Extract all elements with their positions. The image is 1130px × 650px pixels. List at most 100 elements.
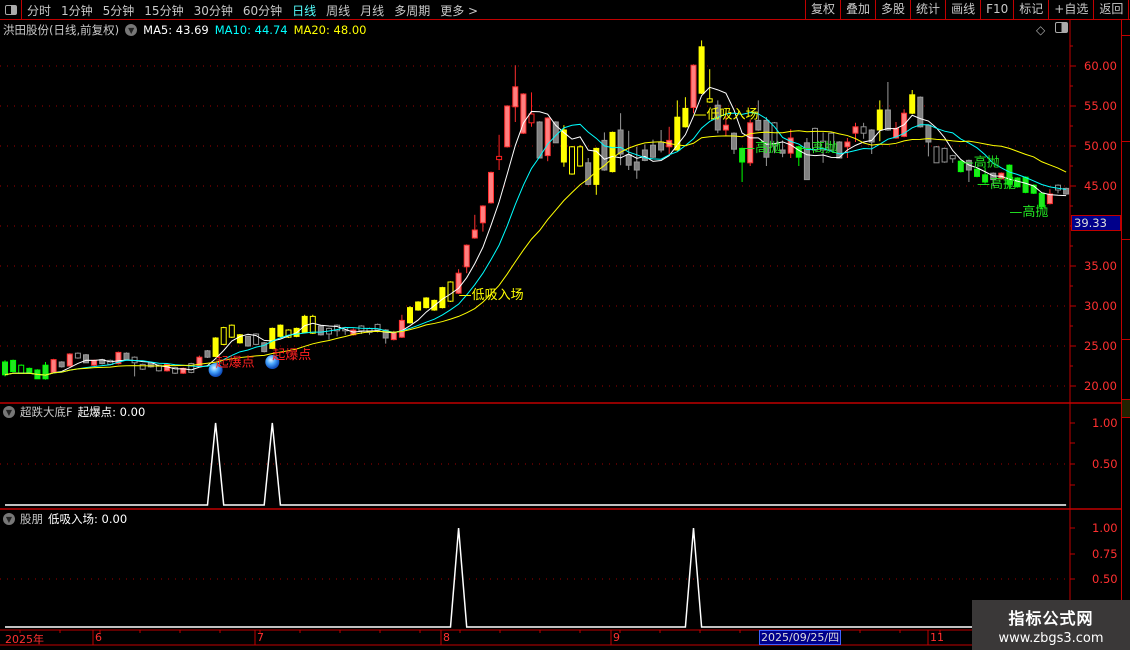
sidebar-tab[interactable] (1122, 142, 1130, 240)
indicator-series: 起爆点: 0.00 (77, 405, 146, 419)
signal-ball-icon (208, 363, 223, 377)
watermark: 指标公式网 www.zbgs3.com (972, 600, 1130, 650)
tab-15min[interactable]: 15分钟 (144, 4, 184, 18)
candle (536, 121, 543, 159)
candle (544, 117, 551, 157)
ma-line-ma5 (4, 86, 1067, 376)
candle (423, 297, 430, 309)
candle (18, 364, 25, 374)
diamond-icon[interactable]: ◇ (1036, 23, 1046, 37)
tab-30min[interactable]: 30分钟 (193, 4, 233, 18)
candle (83, 354, 89, 364)
price-tick: 35.00 (1084, 259, 1117, 273)
tab-daily[interactable]: 日线 (292, 4, 317, 18)
sidebar-tab[interactable] (1122, 36, 1130, 142)
candle (504, 105, 511, 148)
candle (512, 86, 519, 108)
candle (228, 324, 235, 338)
candle (204, 350, 211, 358)
chart-annotation: —高抛 (1009, 204, 1048, 220)
candle (390, 331, 397, 341)
tab-more[interactable]: 更多 > (440, 4, 479, 18)
indicator-series: 低吸入场: 0.00 (48, 512, 128, 526)
indicator-tick: 1.00 (1092, 416, 1118, 430)
tab-1min[interactable]: 1分钟 (61, 4, 93, 18)
price-tick: 45.00 (1084, 179, 1117, 193)
tab-weekly[interactable]: 周线 (326, 4, 351, 18)
candle (690, 64, 697, 109)
candle (868, 129, 875, 143)
sidebar-tab[interactable] (1122, 400, 1130, 418)
chart-annotation: —低吸入场 (459, 288, 524, 303)
candle (1030, 184, 1037, 194)
candle (147, 362, 154, 368)
price-tick: 20.00 (1084, 379, 1117, 393)
sidebar-tab[interactable] (1122, 20, 1130, 36)
candle (585, 162, 592, 185)
watermark-title: 指标公式网 (1008, 609, 1094, 628)
candle (884, 109, 891, 131)
candle (139, 363, 146, 370)
chevron-down-icon[interactable]: ▼ (3, 406, 15, 418)
tab-multi-period[interactable]: 多周期 (394, 4, 431, 18)
draw-line-button[interactable]: 画线 (945, 0, 980, 20)
candle (188, 363, 195, 373)
candle (91, 359, 98, 366)
chevron-down-icon[interactable]: ▼ (3, 513, 15, 525)
ma10-value: MA10: 44.74 (214, 23, 288, 37)
candle (876, 109, 883, 131)
sidebar-toggle-icon[interactable] (0, 0, 22, 20)
candle (1063, 187, 1070, 195)
candle (261, 342, 268, 353)
candle (658, 141, 665, 151)
candle (155, 364, 162, 372)
candle (957, 160, 964, 173)
date-label: 9 (613, 631, 620, 644)
restore-rights-button[interactable]: 复权 (805, 0, 840, 20)
stock-title: 洪田股份(日线,前复权) (3, 23, 120, 37)
indicator-name[interactable]: 超跌大底F (20, 405, 73, 419)
chart-annotation: 起爆点 (272, 348, 311, 363)
candle (860, 126, 867, 134)
candle (852, 126, 859, 134)
chart-annotation: —高抛 (977, 176, 1016, 192)
period-tabs: 分时 1分钟 5分钟 15分钟 30分钟 60分钟 日线 周线 月线 多周期 更… (27, 2, 478, 19)
indicator-name[interactable]: 股朋 (20, 512, 43, 526)
candle (755, 119, 762, 131)
f10-button[interactable]: F10 (980, 0, 1013, 20)
indicator-header-1: ▼ 超跌大底F 起爆点: 0.00 (3, 404, 145, 420)
candle (520, 93, 527, 134)
candle (309, 315, 316, 334)
candle (58, 361, 65, 368)
candle (552, 121, 559, 144)
candle (933, 146, 940, 164)
candle (682, 107, 689, 128)
tab-60min[interactable]: 60分钟 (242, 4, 283, 18)
candle (941, 147, 948, 163)
candle (803, 142, 810, 181)
candle (26, 367, 33, 374)
candle (617, 129, 624, 155)
candle (633, 161, 640, 171)
add-watchlist-button[interactable]: +自选 (1048, 0, 1093, 20)
overlay-button[interactable]: 叠加 (840, 0, 875, 20)
candle (253, 333, 260, 345)
mark-button[interactable]: 标记 (1013, 0, 1048, 20)
candle (1046, 193, 1053, 205)
panel-toggle-icon[interactable] (1055, 22, 1068, 33)
ma5-value: MA5: 43.69 (143, 23, 209, 37)
chevron-down-icon[interactable]: ▼ (125, 24, 138, 36)
statistics-button[interactable]: 统计 (910, 0, 945, 20)
candle (722, 124, 729, 131)
tab-monthly[interactable]: 月线 (360, 4, 385, 18)
sidebar-tab[interactable] (1122, 340, 1130, 400)
chart-annotation: 起爆点 (216, 355, 255, 370)
multi-stock-button[interactable]: 多股 (875, 0, 910, 20)
candle (763, 119, 770, 158)
back-button[interactable]: 返回 (1093, 0, 1130, 20)
sidebar-tab[interactable] (1122, 240, 1130, 340)
tab-5min[interactable]: 5分钟 (102, 4, 135, 18)
tab-fenshi[interactable]: 分时 (27, 4, 52, 18)
candle (374, 323, 381, 331)
